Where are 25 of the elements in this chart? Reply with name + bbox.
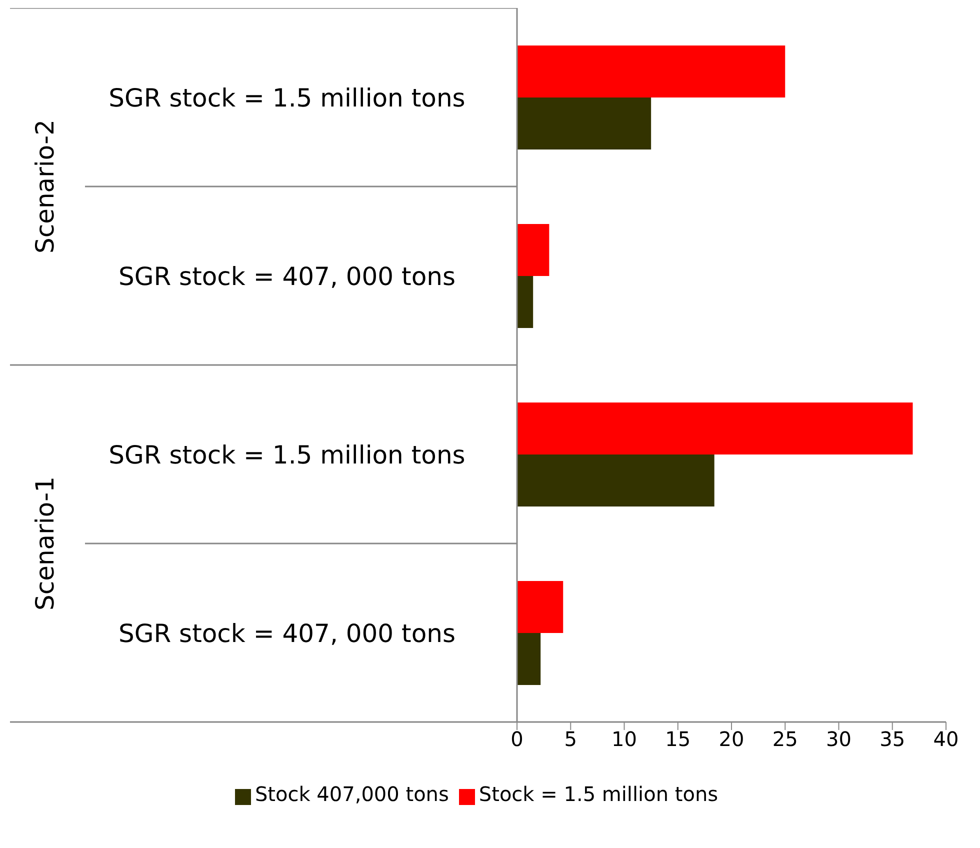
- x-tick-label: 35: [880, 727, 906, 752]
- legend-label: Stock = 1.5 million tons: [478, 782, 718, 806]
- x-tick-label: 30: [826, 727, 852, 752]
- bar: [517, 402, 913, 454]
- x-tick-label: 15: [665, 727, 691, 752]
- x-tick-label: 20: [718, 727, 744, 752]
- bar: [517, 97, 652, 150]
- bar: [517, 224, 550, 276]
- bar: [517, 45, 786, 98]
- bar: [517, 580, 564, 633]
- x-tick-label: 25: [772, 727, 798, 752]
- y-tick-label: SGR stock = 1.5 million tons: [108, 83, 466, 112]
- x-tick-label: 40: [933, 727, 959, 752]
- y-tick-label: SGR stock = 407, 000 tons: [118, 618, 456, 648]
- text: Scenario-2: [30, 119, 60, 254]
- y-tick-label: SGR stock = 407, 000 tons: [118, 262, 456, 291]
- x-tick-label: 10: [612, 727, 637, 752]
- legend-label: Stock 407,000 tons: [254, 782, 449, 806]
- bar: [517, 276, 534, 328]
- bar: [517, 632, 541, 685]
- bar: [517, 454, 714, 506]
- text: Scenario-1: [30, 476, 60, 611]
- x-tick-label: 0: [510, 727, 524, 752]
- y-tick-label: SGR stock = 1.5 million tons: [108, 440, 466, 470]
- x-tick-label: 5: [564, 727, 577, 752]
